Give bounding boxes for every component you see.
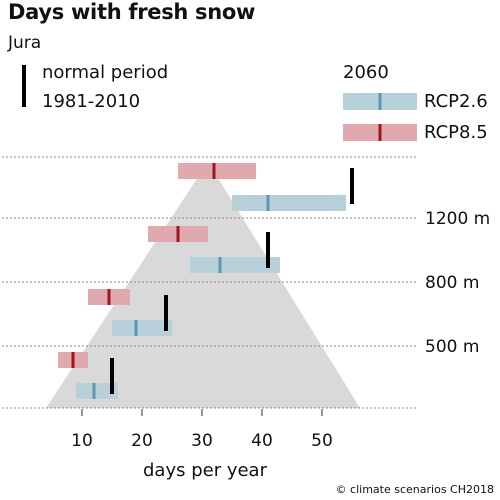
legend-normal-label-line2: 1981-2010 [42, 91, 141, 112]
legend-normal-symbol [22, 65, 26, 107]
x-tick-label: 30 [191, 431, 213, 451]
x-tick-label: 40 [251, 431, 273, 451]
rcp26-median-mark [266, 195, 270, 211]
elevation-label: 800 m [425, 273, 479, 293]
legend-rcp85-median [378, 124, 382, 141]
rcp26-median-mark [134, 320, 138, 336]
mountain-shape [46, 162, 360, 408]
x-tick-label: 50 [311, 431, 333, 451]
legend-normal-label-line1: normal period [42, 62, 169, 83]
rcp26-median-mark [218, 257, 222, 273]
chart-title: Days with fresh snow [8, 0, 256, 24]
rcp26-range-bar [190, 257, 280, 273]
rcp26-range-bar [112, 320, 172, 336]
rcp26-median-mark [92, 383, 96, 399]
normal-period-line [110, 358, 114, 394]
normal-period-line [164, 295, 168, 331]
elevation-label: 1200 m [425, 209, 490, 229]
legend-rcp26-median [378, 93, 382, 110]
rcp85-median-mark [212, 163, 216, 179]
normal-period-line [350, 168, 354, 204]
x-tick-label: 10 [71, 431, 93, 451]
elevation-label: 500 m [425, 337, 479, 357]
rcp26-range-bar [76, 383, 118, 399]
x-axis-label: days per year [143, 460, 267, 481]
copyright-note: © climate scenarios CH2018 [335, 483, 494, 496]
rcp85-median-mark [107, 289, 111, 305]
x-tick-label: 20 [131, 431, 153, 451]
rcp85-median-mark [71, 352, 75, 368]
rcp26-range-bar [232, 195, 346, 211]
legend-scenario-year: 2060 [343, 62, 389, 83]
rcp85-median-mark [176, 226, 180, 242]
legend-rcp85-label: RCP8.5 [424, 122, 488, 143]
chart-subtitle: Jura [8, 33, 42, 53]
rcp85-range-bar [178, 163, 256, 179]
legend-rcp26-label: RCP2.6 [424, 91, 488, 112]
normal-period-line [266, 232, 270, 268]
